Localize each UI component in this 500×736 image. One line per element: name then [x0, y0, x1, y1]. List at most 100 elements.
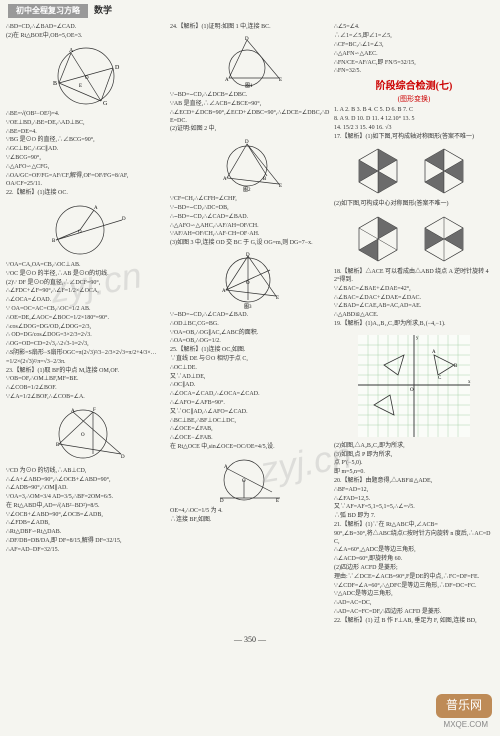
text-line: ∵∠BCG=90°, — [6, 155, 166, 163]
svg-text:A: A — [94, 206, 98, 211]
text-line: ∵∠A=1/2∠BOF,∴∠COB=∠A. — [6, 394, 166, 402]
question-21: 21.【解析】(1)∵在 Rt△ABC中,∠ACB= — [334, 522, 494, 530]
text-line: ∵△ADC是等边三角形, — [334, 591, 494, 599]
text-line: (3)如图 3 中,连接 OD 交 BC 于 G,设 OG=m,则 DG=7−x… — [170, 240, 330, 248]
svg-text:O: O — [85, 76, 89, 81]
question-22: 22.【解析】(1)连接 OC. — [6, 190, 166, 198]
text-line: ∴AD=AC=DC, — [334, 600, 494, 608]
text-line: 又∵OC∥AD,∴∠AFO=∠CAD. — [170, 409, 330, 417]
text-line: ∴∠ECD+∠DCB=90°,∠ECD+∠DBC=90°,∴∠DCE=∠DBC,… — [170, 110, 330, 126]
text-line: ∵OA=3,∴OM=3/4 AD=3/5,∴BF=2OM=6/5. — [6, 494, 166, 502]
text-line: ∴△ABD≌△ACE. — [334, 312, 494, 320]
text-line: ∵∠CDF=∠A=60°,∴△DFC是等边三角形,∴DF=DC=FC. — [334, 583, 494, 591]
text-line: ∴Rt△DBF∽Rt△DAB. — [6, 529, 166, 537]
text-line: ∴ OD=DG/cos∠DOG=3×2/3=2√3. — [6, 332, 166, 340]
geometry-figure-24-1: DA E图1 — [170, 34, 330, 90]
text-line: ∵OA=OB,∴OG∥AC,∠ABC的面积. — [170, 330, 330, 338]
svg-text:E: E — [276, 499, 279, 504]
text-line: ∴∠ACD=60°,即旋转角 60. — [334, 556, 494, 564]
text-line: ∴∠BAC=∠DAC+∠DAE=∠DAC. — [334, 295, 494, 303]
page-header: 初中全程复习方略 数学 — [0, 0, 500, 22]
text-line: ∴BD=CD,∴∠BAD=∠CAD. — [6, 24, 166, 32]
text-line: ∴连接 BF,如图. — [170, 517, 330, 525]
svg-text:x: x — [468, 380, 471, 385]
text-line: 又∵AD⊥DE, — [170, 374, 330, 382]
text-line: ∴AD=AC=FC=DF,∴四边形 ACFD 是菱形. — [334, 609, 494, 617]
text-line: (2)证明:如图 2 中, — [170, 126, 330, 134]
text-line: ∵OB=OF,∴OM⊥BF,MF=BE. — [6, 376, 166, 384]
question-22b: 22.【解析】(1) 过 B 作 F⊥AB, 垂足为 F, 如图,连接 BD, — [334, 618, 494, 626]
text-line: ∵⌢BD=⌢CD,∴DC=DB, — [170, 205, 330, 213]
text-line: ∴弧 BD 即为 7. — [334, 513, 494, 521]
svg-text:D: D — [115, 65, 120, 71]
text-line: ∴CF=BC,∴∠1=∠3, — [334, 42, 494, 50]
svg-text:B: B — [53, 81, 57, 87]
text-line: 90°,∠B=30°,将△ABC绕点C按时针方向旋转 n 度后,∴AC=DC, — [334, 531, 494, 547]
svg-text:O: O — [410, 388, 414, 393]
text-line: ∴OC∥AD. — [170, 382, 330, 390]
text-line: ∵CF=CH,∴∠CFH=∠CHF, — [170, 196, 330, 204]
text-line: ∴FN/CE=AF/AC,即 FN/5=32/15, — [334, 60, 494, 68]
svg-text:O: O — [81, 433, 85, 438]
question-19: 19.【解析】(1)A₁,B₁,C₁即为所求,B₁(−4,−1). — [334, 321, 494, 329]
book-title: 初中全程复习方略 — [8, 4, 88, 18]
text-line: 理由:∵∠DCE=∠ACB=90°,F是DE的中点,∴FC=DF=FE. — [334, 574, 494, 582]
text-line: ∴BC⊥BE,∴BF⊥OC⊥DC, — [170, 418, 330, 426]
text-line: ∵直线 DE 与⊙O 相切于点 C, — [170, 356, 330, 364]
text-line: ∵∠OCB+∠ABD=90°,∠OCB=∠ADB, — [6, 512, 166, 520]
text-line: ∵ OA=OC=AC=CB,∴OC=1/2 AB. — [6, 306, 166, 314]
text-line: ∵∠BAD=∠CAE,AB=AC,AD=AE. — [334, 303, 494, 311]
text-line: ∵∠BAC=∠BAE+∠DAE=42°, — [334, 286, 494, 294]
answer-row: 8. A 9. D 10. D 11. 4 12.10° 13. 5 — [334, 116, 494, 124]
text-line: ∴△AFN∽△AEC. — [334, 51, 494, 59]
geometry-figure-circle-3: AF OB D — [6, 404, 166, 466]
question-18: 18.【解析】△ACE 可以看成由△ABD 绕点 A 逆时针旋转 42°得到. — [334, 269, 494, 285]
section-subtitle: (图形变换) — [334, 95, 494, 104]
svg-text:O: O — [242, 479, 246, 484]
text-line: ∴BE=DE=4. — [6, 129, 166, 137]
text-line: OA/CF=25/11. — [6, 181, 166, 189]
geometry-figure-circle-1: AB DG OE — [6, 43, 166, 109]
text-line: ∵BG 是⊙O 的直径,∴∠BCG=90°, — [6, 137, 166, 145]
question-25: 25.【解析】(1)连接 OC,如图. — [170, 347, 330, 355]
text-line: ∴△AFO∽△AHC,∴AF/AH=OF/CH. — [170, 223, 330, 231]
text-line: ∴△AFO∽△CFG, — [6, 164, 166, 172]
text-line: (2)在 Rt△BOE中,OB=5,OE=3. — [6, 33, 166, 41]
text-line: ∴∠OCA=∠CAD,∴∠OCA=∠CAD. — [170, 391, 330, 399]
text-line: ∴OD⊥BC,CG=BG. — [170, 321, 330, 329]
question-20: 20.【解析】由题意得,△ABF≌△ADE, — [334, 478, 494, 486]
text-line: ∴FN=32/5. — [334, 68, 494, 76]
text-line: ∴∠OCE−∠FAB. — [170, 435, 330, 443]
svg-text:D: D — [245, 140, 249, 145]
text-line: 在 Rt△OCE 中,sin∠OCE=OC/OE=4/5,设. — [170, 444, 330, 452]
hexagon-figure-pair — [334, 143, 494, 199]
svg-text:A: A — [432, 350, 436, 355]
svg-text:D: D — [245, 37, 249, 42]
text-line: ∵CD 为⊙O 的切线,∴AB⊥CD, — [6, 468, 166, 476]
text-line: ∴DF/DB=DB/DA,即 DF=8/15,解得 DF=32/15, — [6, 538, 166, 546]
hexagon-figure-pair-2 — [334, 211, 494, 267]
text-line: ∵AF/AH=OF/CH,∴AF·CH=OF·AH. — [170, 231, 330, 239]
text-line: ∴∠AFO=∠AFB=90°. — [170, 400, 330, 408]
svg-text:D: D — [122, 217, 126, 222]
answer-row: 1. A 2. B 3. B 4. C 5. D 6. B 7. C — [334, 107, 494, 115]
text-line: ∴∠1=∠5,即∠1=∠5, — [334, 33, 494, 41]
source-badge-sub: MXQE.COM — [444, 720, 488, 730]
text-line: ∴∠A+∠ABD=90°,∴∠OCB+∠ABD=90°, — [6, 477, 166, 485]
text-line: ∴∠OCE=∠FAB, — [170, 426, 330, 434]
column-3: ∴∠5=∠4. ∴∠1=∠5,即∠1=∠5, ∴CF=BC,∴∠1=∠3, ∴△… — [334, 24, 494, 626]
text-line: ∵OC 是⊙O 的半径,∴AB 是⊙O的切线. — [6, 271, 166, 279]
svg-text:D: D — [220, 499, 224, 504]
text-line: (2)如图,△A₂B₂C₂即为所求, — [334, 443, 494, 451]
svg-text:O: O — [246, 281, 250, 286]
text-line: OE=4,∴OC=1/5 为 4. — [170, 508, 330, 516]
text-line: ∴S阴影=S扇形−S扇形OGC=π(2√3)²/3−2/3×2√3=π/2+4/… — [6, 350, 166, 358]
text-line: (2)∵ DF 是⊙O的直径,∴∠DCF=90°, — [6, 280, 166, 288]
question-23: 23.【解析】(1)取 BF的中点 M,连接 OM,OF. — [6, 368, 166, 376]
question-17: 17.【解析】(1)如下图,可构成轴对称图形(答案不唯一) — [334, 134, 494, 142]
svg-text:图1: 图1 — [245, 83, 253, 89]
svg-text:D: D — [246, 253, 250, 258]
text-line: ∴∠OCA=∠OAD. — [6, 297, 166, 305]
geometry-figure-circle-2: OA BD — [6, 200, 166, 260]
text-line: (3)如图,点 P 即为所求, — [334, 452, 494, 460]
